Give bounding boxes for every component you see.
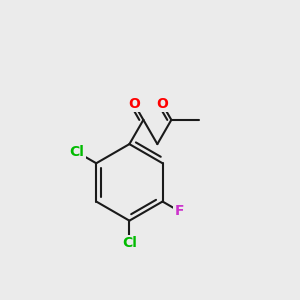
Text: O: O (156, 97, 168, 111)
Text: Cl: Cl (70, 145, 85, 159)
Text: Cl: Cl (122, 236, 137, 250)
Text: F: F (174, 204, 184, 218)
Text: O: O (128, 97, 140, 111)
